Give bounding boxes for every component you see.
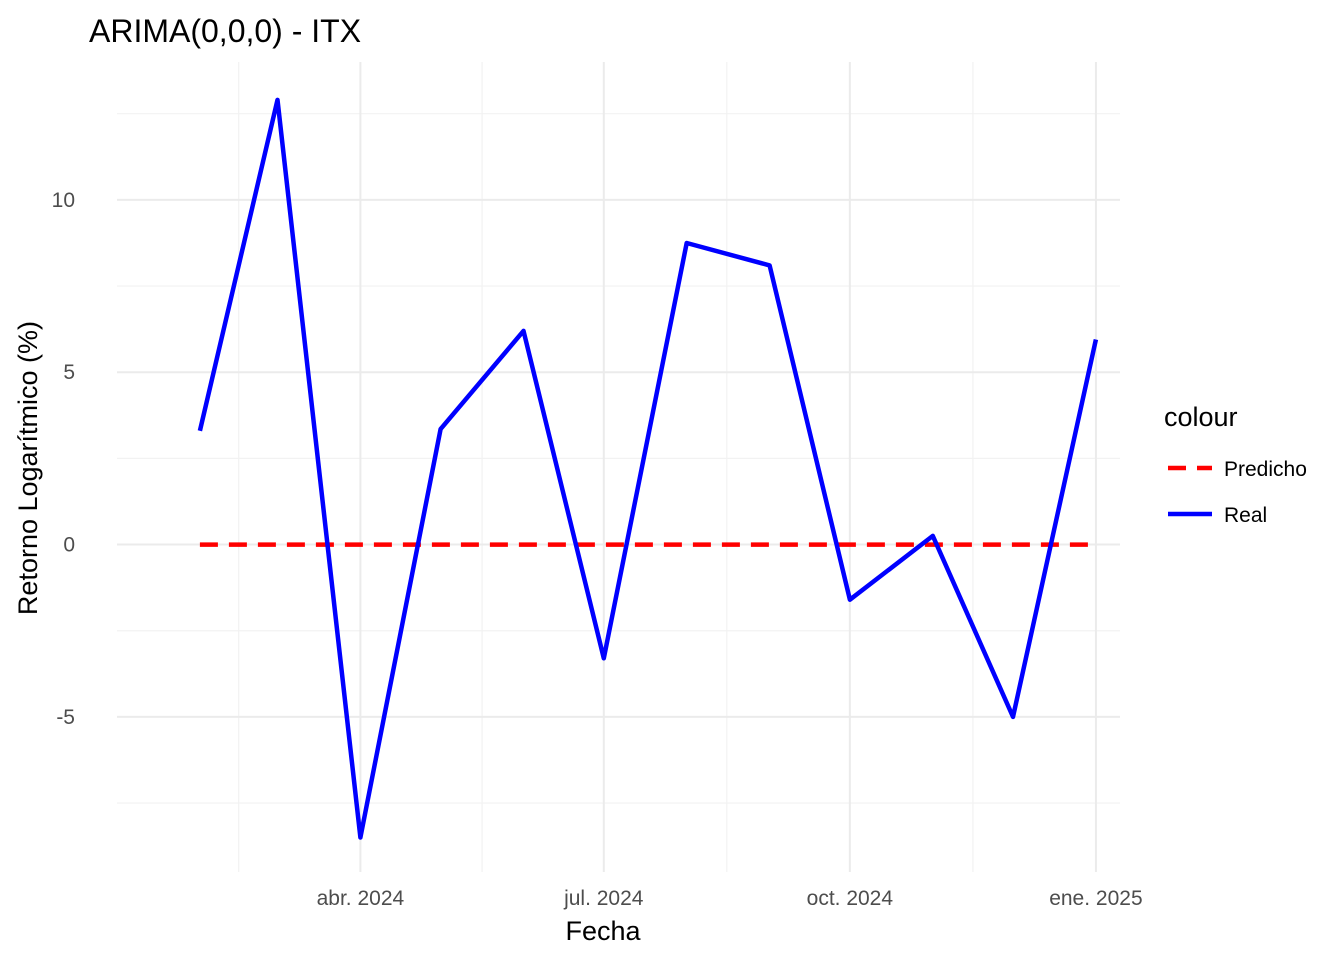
x-axis-title: Fecha [565, 916, 641, 946]
series-layer [197, 97, 1099, 840]
series-line-real [197, 97, 1099, 840]
grid-minor [117, 62, 1120, 872]
x-tick-label: ene. 2025 [1049, 887, 1142, 910]
legend-label-predicho: Predicho [1224, 458, 1307, 481]
y-tick-label: -5 [56, 706, 75, 729]
y-tick-label: 0 [63, 534, 75, 557]
legend: colour Predicho Real [1164, 402, 1307, 527]
legend-title: colour [1164, 402, 1238, 432]
y-axis-title: Retorno Logarítmico (%) [13, 321, 43, 615]
legend-label-real: Real [1224, 504, 1267, 527]
y-tick-label: 10 [52, 189, 75, 212]
x-tick-label: jul. 2024 [563, 887, 644, 910]
x-tick-labels: abr. 2024 jul. 2024 oct. 2024 ene. 2025 [317, 887, 1143, 910]
chart-title: ARIMA(0,0,0) - ITX [89, 13, 361, 49]
y-tick-labels: -5 0 5 10 [52, 189, 75, 729]
legend-entries: Predicho Real [1168, 458, 1307, 527]
grid-major [117, 62, 1120, 872]
x-tick-label: oct. 2024 [807, 887, 894, 910]
x-tick-label: abr. 2024 [317, 887, 405, 910]
y-tick-label: 5 [63, 361, 75, 384]
